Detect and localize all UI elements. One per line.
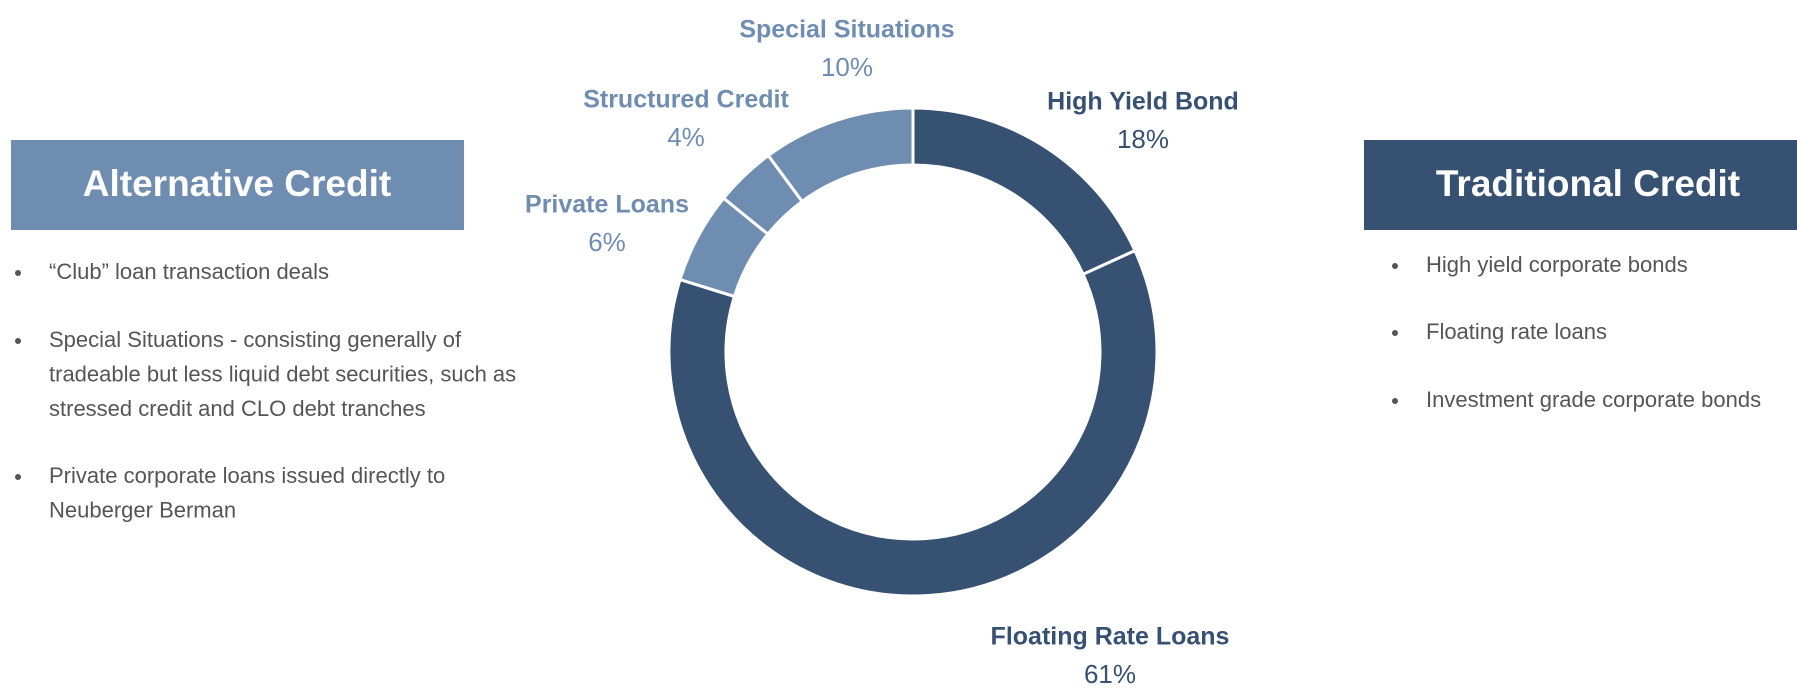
bullet-text: Special Situations - consisting generall… [49,327,462,352]
slice-label: Floating Rate Loans [991,623,1230,651]
bullet-text: Floating rate loans [1426,319,1607,344]
right-panel-header [1364,140,1797,230]
slice [667,248,1159,598]
bullet-dot [1392,398,1398,404]
bullet-dot [1392,263,1398,269]
bullet-text: Neuberger Berman [49,497,236,522]
bullet-text: Investment grade corporate bonds [1426,387,1761,412]
slice-value-label: 61% [1084,659,1136,689]
slice-label: High Yield Bond [1047,88,1239,116]
bullet-dot [15,474,21,480]
right-panel-title: Traditional Credit [1436,163,1740,204]
bullet-text: “Club” loan transaction deals [49,259,329,284]
bullet-dot [15,338,21,344]
slice-value-label: 6% [588,227,626,257]
slice [766,106,915,204]
slice [911,106,1137,277]
bullet-text: stressed credit and CLO debt tranches [49,396,426,421]
slice-value-label: 10% [821,52,873,82]
left-panel-title: Alternative Credit [83,163,391,204]
bullet-dot [1392,330,1398,336]
bullet-text: Private corporate loans issued directly … [49,463,445,488]
slice-value-label: 4% [667,122,705,152]
bullet-dot [15,270,21,276]
slice-label: Private Loans [525,191,689,219]
slice-label: Special Situations [739,16,954,44]
bullet-text: tradeable but less liquid debt securitie… [49,361,516,386]
slice-label: Structured Credit [583,86,789,114]
slice-value-label: 18% [1117,124,1169,154]
left-panel-header [11,140,464,230]
bullet-text: High yield corporate bonds [1426,252,1688,277]
